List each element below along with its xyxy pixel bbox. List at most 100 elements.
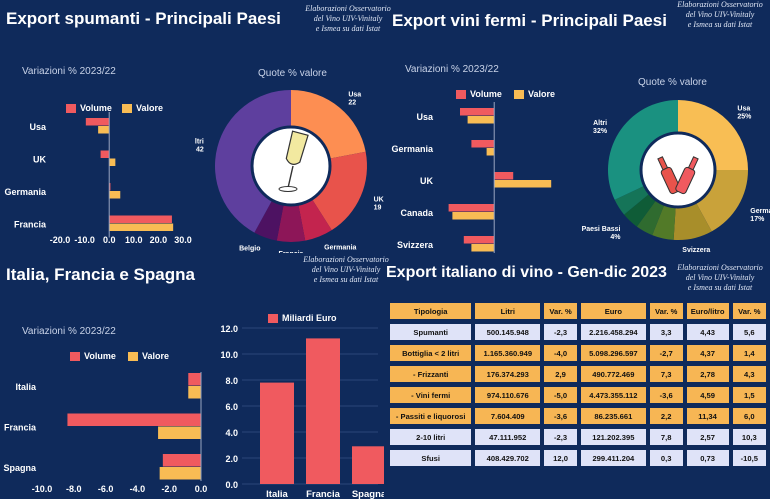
bar-volume (460, 108, 495, 116)
bar-valore (98, 126, 110, 134)
tick-label: 30.0 (174, 235, 192, 245)
ifs-legend-volume: Volume (70, 351, 116, 361)
bar-valore (486, 148, 495, 156)
spumanti-title: Export spumanti - Principali Paesi (6, 9, 281, 28)
table-cell: 408.429.702 (475, 450, 541, 466)
bar-valore (467, 116, 495, 124)
tick-label: 10.0 (125, 235, 143, 245)
table-cell: 5,6 (732, 324, 766, 340)
bar-volume (162, 454, 201, 467)
tick-label: 10.0 (220, 350, 238, 360)
bar-valore (159, 467, 201, 480)
table-cell: 1,4 (732, 345, 766, 361)
pie-slice (636, 200, 665, 236)
tick-label: 0.0 (195, 484, 208, 494)
bar-volume (109, 183, 111, 191)
table-header-cell: Euro/litro (686, 303, 729, 319)
pie-slice (298, 199, 332, 241)
tick-label: 20.0 (150, 235, 168, 245)
tick-label: 0.0 (103, 235, 116, 245)
wine-bottles-icon (657, 156, 699, 195)
table-cell: 1,5 (732, 387, 766, 403)
table-header-cell: Litri (475, 303, 541, 319)
table-cell: 176.374.293 (475, 366, 541, 382)
table-header-cell: Var. % (732, 303, 766, 319)
table-cell: 86.235.661 (580, 408, 646, 424)
pie-slice (624, 194, 656, 227)
tick-label: 8.0 (225, 376, 238, 386)
tick-label: 6.0 (225, 402, 238, 412)
table-row: - Passiti e liquorosi 7.604.409 -3,6 86.235… (390, 408, 766, 424)
table-header-cell: Var. % (544, 303, 577, 319)
bar-miliardi-euro (306, 338, 340, 484)
category-label: Canada (400, 208, 434, 218)
table-cell: 2-10 litri (390, 429, 472, 445)
table-cell: 2,9 (544, 366, 577, 382)
export-title: Export italiano di vino - Gen-dic 2023 (386, 264, 667, 281)
bar-valore (494, 180, 552, 188)
table-cell: -3,6 (544, 408, 577, 424)
bar-miliardi-euro (352, 446, 384, 484)
donut-hole-ring (250, 125, 332, 207)
table-cell: 2,57 (686, 429, 729, 445)
table-cell: - Vini fermi (390, 387, 472, 403)
spumanti-legend-valore: Valore (122, 103, 163, 113)
table-cell: 7,3 (649, 366, 683, 382)
tick-label: 2.0 (225, 454, 238, 464)
tick-label: 0.0 (225, 480, 238, 490)
table-row: - Vini fermi 974.110.676 -5,0 4.473.355.112… (390, 387, 766, 403)
table-cell: -2,3 (544, 324, 577, 340)
table-cell: 7,8 (649, 429, 683, 445)
tick-label: -10.0 (74, 235, 95, 245)
table-row: Bottiglia < 2 litri 1.165.360.949 -4,0 5.09… (390, 345, 766, 361)
bar-volume (463, 236, 495, 244)
table-row: Sfusi 408.429.702 12,0 299.411.204 0,3 0,73 -1… (390, 450, 766, 466)
table-cell: 4,3 (732, 366, 766, 382)
category-label: Spagna (3, 463, 37, 473)
table-cell: 4,43 (686, 324, 729, 340)
slice-label: Germania17% (750, 208, 770, 223)
bar-volume (494, 172, 514, 180)
slice-label: Belgio (239, 246, 260, 253)
table-cell: -5,0 (544, 387, 577, 403)
ifs-bar-legend: Miliardi Euro (268, 313, 337, 323)
pie-slice (673, 203, 712, 240)
ifs-credit: Elaborazioni Osservatorio del Vino UIV-V… (303, 255, 389, 284)
table-cell: - Passiti e liquorosi (390, 408, 472, 424)
table-header-row: Tipologia Litri Var. % Euro Var. % Euro/litro… (390, 303, 766, 319)
table-cell: 0,73 (686, 450, 729, 466)
tick-label: -2.0 (161, 484, 177, 494)
category-label: Germania (391, 144, 434, 154)
table-cell: 11,34 (686, 408, 729, 424)
table-cell: -4,0 (544, 345, 577, 361)
slice-label: Svizzera (682, 247, 710, 254)
table-header-cell: Tipologia (390, 303, 472, 319)
export-table: Tipologia Litri Var. % Euro Var. % Euro/litro… (386, 298, 770, 471)
category-label: Germania (4, 187, 47, 197)
table-cell: 4,59 (686, 387, 729, 403)
table-cell: 299.411.204 (580, 450, 646, 466)
bar-valore (452, 212, 495, 220)
table-cell: Sfusi (390, 450, 472, 466)
category-label: Italia (15, 382, 37, 392)
category-label: Spagna (352, 489, 384, 499)
spumanti-legend-volume: Volume (66, 103, 112, 113)
bar-valore (109, 223, 174, 231)
spumanti-pie-title: Quote % valore (258, 68, 327, 79)
bar-valore (109, 191, 121, 199)
slice-label: Altri 32% (593, 120, 608, 135)
pie-slice (215, 90, 291, 233)
donut-hole (641, 133, 715, 207)
table-cell: - Frizzanti (390, 366, 472, 382)
donut-hole (252, 127, 330, 205)
bar-volume (100, 150, 110, 158)
spumanti-credit: Elaborazioni Osservatorio del Vino UIV-V… (305, 4, 391, 33)
slice-label: Paesi Bassi 4% (582, 226, 622, 241)
table-cell: -2,3 (544, 429, 577, 445)
spumanti-subtitle: Variazioni % 2023/22 (22, 66, 116, 77)
slice-label: UK 19 (374, 197, 384, 212)
table-cell: -10,5 (732, 450, 766, 466)
table-cell: 121.202.395 (580, 429, 646, 445)
